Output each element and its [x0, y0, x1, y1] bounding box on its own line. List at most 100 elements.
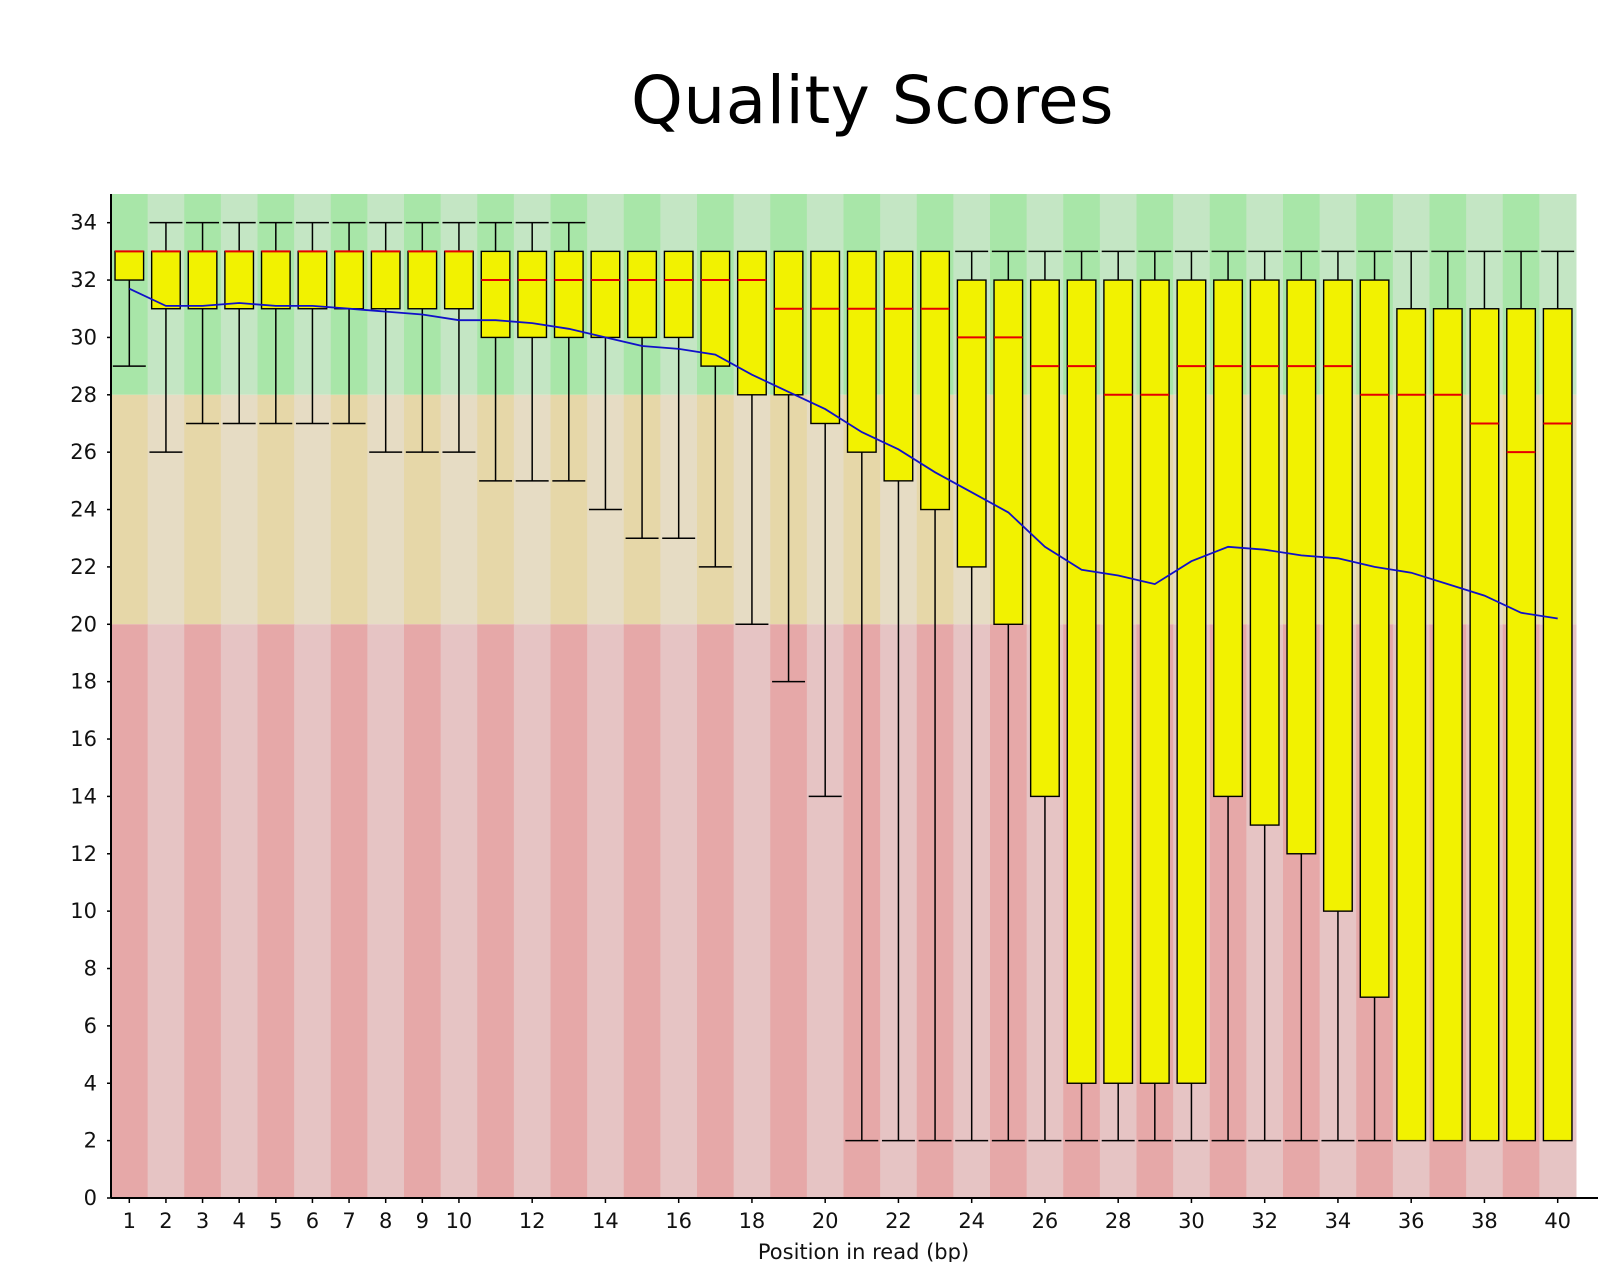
y-tick-label: 26	[70, 440, 97, 464]
iqr-box	[883, 250, 914, 482]
box-position-21	[845, 250, 879, 1142]
box-position-6	[295, 221, 329, 425]
iqr-box	[553, 250, 584, 339]
band-poor-cell	[184, 624, 222, 1198]
box-position-32	[1248, 250, 1282, 1142]
band-poor-cell	[257, 624, 295, 1198]
iqr-box	[1066, 279, 1097, 1084]
iqr-box	[1359, 279, 1390, 998]
iqr-box	[260, 250, 291, 310]
x-tick-label: 20	[812, 1209, 839, 1233]
iqr-box	[150, 250, 181, 310]
band-poor-cell	[733, 624, 771, 1198]
band-reasonable-cell	[220, 394, 258, 625]
mean-line	[128, 287, 1558, 620]
iqr-box	[1249, 279, 1280, 826]
x-tick-label: 38	[1471, 1209, 1498, 1233]
box-position-4	[222, 221, 256, 425]
band-reasonable-cell	[184, 394, 222, 625]
band-poor-cell	[477, 624, 515, 1198]
box-position-31	[1211, 250, 1245, 1142]
box-position-29	[1138, 250, 1172, 1142]
iqr-box	[1139, 279, 1170, 1084]
iqr-box	[480, 250, 511, 339]
box-position-15	[625, 250, 659, 539]
x-tick-label: 2	[159, 1209, 172, 1233]
iqr-box	[1542, 308, 1573, 1142]
band-reasonable-cell	[330, 394, 368, 625]
chart-title: Quality Scores	[630, 62, 1115, 139]
x-tick-label: 30	[1178, 1209, 1205, 1233]
band-poor-cell	[294, 624, 332, 1198]
band-poor-cell	[220, 624, 258, 1198]
box-position-22	[881, 250, 915, 1142]
x-tick-label: 16	[665, 1209, 692, 1233]
box-position-2	[149, 221, 183, 453]
x-tick-label: 28	[1105, 1209, 1132, 1233]
y-tick-label: 2	[84, 1129, 97, 1153]
band-reasonable-cell	[257, 394, 295, 625]
box-position-9	[405, 221, 439, 453]
mean-line-layer	[128, 287, 1558, 620]
band-poor-cell	[367, 624, 405, 1198]
y-tick-label: 34	[70, 211, 97, 235]
box-position-28	[1101, 250, 1135, 1142]
y-tick-label: 0	[84, 1186, 97, 1210]
band-poor-cell	[550, 624, 588, 1198]
y-tick-label: 8	[84, 957, 97, 981]
box-position-3	[186, 221, 220, 425]
box-position-11	[479, 221, 513, 482]
x-tick-label: 6	[306, 1209, 319, 1233]
iqr-box	[1213, 279, 1244, 798]
x-tick-label: 10	[446, 1209, 473, 1233]
box-position-5	[259, 221, 293, 425]
x-tick-label: 40	[1544, 1209, 1571, 1233]
band-poor-cell	[623, 624, 661, 1198]
x-tick-label: 32	[1251, 1209, 1278, 1233]
iqr-box	[590, 250, 621, 339]
iqr-box	[736, 250, 767, 396]
x-tick-label: 1	[123, 1209, 136, 1233]
y-tick-label: 24	[70, 498, 97, 522]
band-poor-cell	[404, 624, 442, 1198]
y-tick-label: 32	[70, 268, 97, 292]
y-tick-label: 28	[70, 383, 97, 407]
x-tick-label: 5	[269, 1209, 282, 1233]
band-poor-cell	[330, 624, 368, 1198]
box-position-17	[698, 250, 732, 568]
box-position-40	[1541, 250, 1575, 1142]
background-bands	[111, 194, 1577, 1198]
box-position-7	[332, 221, 366, 425]
boxes	[112, 221, 1575, 1142]
band-poor-cell	[660, 624, 698, 1198]
iqr-box	[810, 250, 841, 425]
x-tick-label: 34	[1325, 1209, 1352, 1233]
y-tick-label: 4	[84, 1071, 97, 1095]
x-tick-label: 36	[1398, 1209, 1425, 1233]
iqr-box	[1396, 308, 1427, 1142]
iqr-box	[1432, 308, 1463, 1142]
box-position-35	[1358, 250, 1392, 1142]
x-tick-label: 9	[416, 1209, 429, 1233]
box-position-36	[1394, 250, 1428, 1142]
x-tick-label: 18	[739, 1209, 766, 1233]
iqr-box	[773, 250, 804, 396]
box-position-20	[808, 250, 842, 798]
iqr-box	[114, 250, 145, 281]
box-position-39	[1504, 250, 1538, 1142]
band-reasonable-cell	[111, 394, 149, 625]
iqr-box	[846, 250, 877, 453]
iqr-box	[297, 250, 328, 310]
box-position-18	[735, 250, 769, 626]
box-position-25	[991, 250, 1025, 1142]
iqr-box	[956, 279, 987, 568]
x-tick-label: 8	[379, 1209, 392, 1233]
box-position-14	[588, 250, 622, 511]
box-position-33	[1284, 250, 1318, 1142]
x-tick-label: 22	[885, 1209, 912, 1233]
y-tick-label: 18	[70, 670, 97, 694]
iqr-box	[370, 250, 401, 310]
box-position-13	[552, 221, 586, 482]
